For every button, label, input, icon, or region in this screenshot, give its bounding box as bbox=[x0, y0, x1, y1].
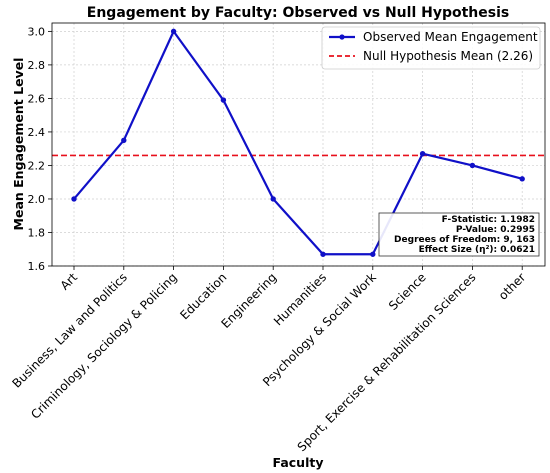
legend: Observed Mean Engagement Null Hypothesis… bbox=[321, 26, 541, 70]
legend-frame bbox=[321, 26, 541, 70]
stats-f-statistic: F-Statistic: 1.1982 bbox=[442, 215, 535, 225]
observed-series bbox=[71, 28, 525, 257]
data-point bbox=[71, 196, 77, 202]
data-point bbox=[419, 151, 426, 157]
data-point bbox=[469, 162, 476, 169]
y-tick-label: 2.4 bbox=[28, 126, 46, 139]
stats-box: F-Statistic: 1.1982 P-Value: 0.2995 Degr… bbox=[378, 212, 540, 257]
stats-degrees-of-freedom: Degrees of Freedom: 9, 163 bbox=[394, 235, 535, 245]
y-axis-label: Mean Engagement Level bbox=[11, 58, 26, 231]
x-tick-label: other bbox=[496, 270, 529, 303]
data-point bbox=[270, 196, 276, 202]
data-point bbox=[121, 137, 127, 144]
data-point bbox=[320, 251, 326, 257]
y-tick-label: 2.8 bbox=[28, 59, 46, 72]
stats-effect-size: Effect Size (η²): 0.0621 bbox=[419, 245, 535, 255]
y-tick-label: 2.6 bbox=[28, 92, 46, 105]
data-point bbox=[370, 251, 376, 257]
x-tick-label: Sport, Exercise & Rehabilitation Science… bbox=[295, 270, 479, 454]
stats-p-value: P-Value: 0.2995 bbox=[456, 225, 535, 235]
legend-null-label: Null Hypothesis Mean (2.26) bbox=[363, 49, 533, 63]
data-point bbox=[170, 28, 177, 35]
y-tick-label: 2.2 bbox=[28, 159, 46, 172]
chart-title: Engagement by Faculty: Observed vs Null … bbox=[87, 5, 509, 21]
plot-frame bbox=[51, 22, 546, 267]
y-tick-label: 2.0 bbox=[28, 193, 46, 206]
data-point bbox=[519, 176, 525, 182]
legend-observed-label: Observed Mean Engagement bbox=[363, 30, 538, 44]
x-tick-label: Education bbox=[177, 270, 229, 322]
x-tick-label: Art bbox=[58, 270, 81, 293]
x-tick-label: Science bbox=[386, 270, 429, 313]
y-tick-label: 1.8 bbox=[28, 226, 46, 239]
data-point bbox=[220, 97, 227, 103]
y-tick-label: 1.6 bbox=[28, 260, 46, 273]
legend-observed-marker bbox=[339, 34, 345, 40]
observed-mean-line bbox=[73, 30, 523, 256]
stats-box-frame bbox=[378, 212, 540, 257]
x-axis-label: Faculty bbox=[273, 455, 324, 470]
y-tick-label: 3.0 bbox=[28, 25, 46, 38]
y-axis-ticks: 1.6 1.8 2.0 2.2 2.4 2.6 2.8 3.0 bbox=[28, 25, 52, 273]
